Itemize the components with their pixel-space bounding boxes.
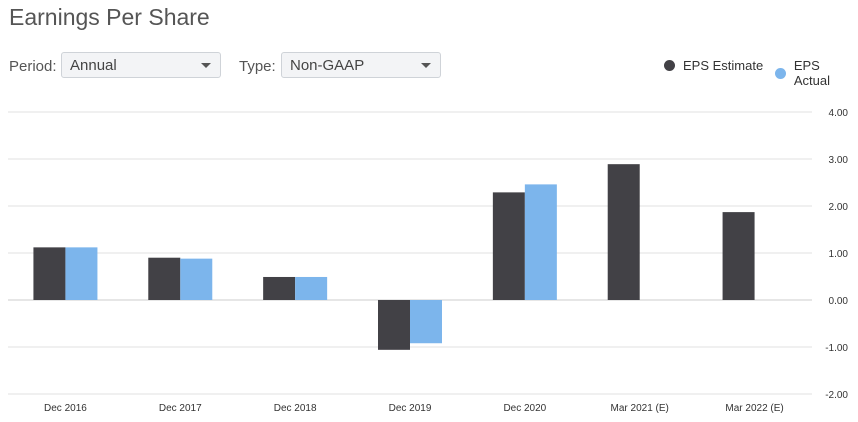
type-label: Type: [239, 58, 276, 75]
bar-eps-actual [410, 300, 442, 344]
bar-eps-actual [524, 184, 557, 300]
legend-item-estimate[interactable]: EPS Estimate [664, 58, 763, 73]
x-tick-label: Mar 2022 (E) [725, 403, 783, 414]
type-select[interactable]: Non-GAAP [281, 52, 441, 78]
legend-estimate-swatch [664, 60, 675, 71]
bar-eps-estimate [263, 276, 296, 300]
y-tick-label: 4.00 [829, 108, 849, 119]
legend-item-actual[interactable]: EPS Actual [775, 58, 858, 88]
x-tick-label: Dec 2020 [503, 403, 546, 414]
legend-actual-swatch [775, 67, 786, 79]
bar-eps-estimate [722, 212, 755, 300]
type-select-value: Non-GAAP [290, 57, 365, 74]
x-tick-label: Dec 2019 [389, 403, 432, 414]
bar-eps-estimate [607, 164, 640, 300]
y-tick-label: -2.00 [825, 390, 848, 401]
y-tick-label: 1.00 [829, 249, 849, 260]
period-label: Period: [9, 58, 57, 75]
x-tick-label: Dec 2018 [274, 403, 317, 414]
y-tick-label: 2.00 [829, 202, 849, 213]
chevron-down-icon [421, 63, 431, 68]
legend-actual-label: EPS Actual [793, 58, 830, 88]
bar-eps-actual [65, 247, 98, 300]
y-tick-label: 0.00 [829, 296, 849, 307]
bar-eps-estimate [148, 257, 181, 300]
bar-eps-estimate [492, 192, 525, 300]
x-tick-label: Mar 2021 (E) [611, 403, 669, 414]
bar-eps-actual [295, 276, 328, 300]
y-tick-label: 3.00 [829, 155, 849, 166]
y-tick-label: -1.00 [825, 343, 848, 354]
chevron-down-icon [201, 63, 211, 68]
x-tick-label: Dec 2016 [44, 403, 87, 414]
x-tick-label: Dec 2017 [159, 403, 202, 414]
bar-eps-estimate [378, 300, 410, 350]
period-select-value: Annual [70, 57, 117, 74]
legend-estimate-label: EPS Estimate [683, 58, 764, 73]
bar-eps-actual [180, 258, 213, 300]
bar-eps-estimate [33, 247, 66, 300]
page-title: Earnings Per Share [9, 4, 210, 30]
period-select[interactable]: Annual [61, 52, 221, 78]
